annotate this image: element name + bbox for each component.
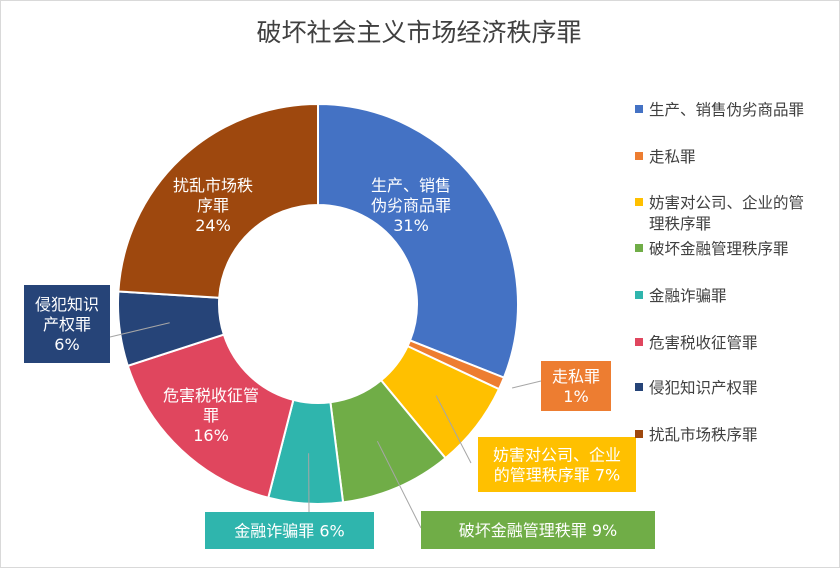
legend-swatch — [635, 383, 643, 391]
data-label-4: 破坏金融管理秩罪 9% — [459, 521, 617, 540]
legend-swatch — [635, 430, 643, 438]
data-label-5: 金融诈骗罪 6% — [234, 522, 344, 541]
legend-item-1: 生产、销售伪劣商品罪 — [635, 101, 804, 119]
legend-item-4: 破坏金融管理秩序罪 — [635, 240, 789, 258]
legend-label: 走私罪 — [649, 148, 696, 166]
legend-swatch — [635, 198, 643, 206]
legend-swatch — [635, 244, 643, 252]
legend-item-5: 金融诈骗罪 — [635, 287, 727, 305]
legend-item-6: 危害税收征管罪 — [635, 334, 758, 352]
legend-swatch — [635, 338, 643, 346]
legend-label: 生产、销售伪劣商品罪 — [649, 101, 804, 119]
legend-swatch — [635, 105, 643, 113]
legend-label: 金融诈骗罪 — [649, 287, 727, 305]
legend-item-2: 走私罪 — [635, 148, 696, 166]
legend-swatch — [635, 291, 643, 299]
legend-label: 破坏金融管理秩序罪 — [649, 240, 789, 258]
data-label-3: 妨害对公司、企业的管理秩序罪 7% — [493, 446, 621, 485]
legend-item-8: 扰乱市场秩序罪 — [635, 426, 758, 444]
legend-label: 侵犯知识产权罪 — [649, 379, 758, 397]
legend-item-7: 侵犯知识产权罪 — [635, 379, 758, 397]
legend-label: 危害税收征管罪 — [649, 334, 758, 352]
legend-label: 妨害对公司、企业的管理秩序罪 — [649, 194, 804, 233]
leader-line-2 — [512, 381, 541, 388]
legend-swatch — [635, 152, 643, 160]
chart-title: 破坏社会主义市场经济秩序罪 — [256, 18, 581, 47]
slice-1 — [318, 104, 518, 378]
legend-label: 扰乱市场秩序罪 — [649, 426, 758, 444]
legend-item-3: 妨害对公司、企业的管理秩序罪 — [635, 194, 804, 233]
legend: 生产、销售伪劣商品罪走私罪妨害对公司、企业的管理秩序罪破坏金融管理秩序罪金融诈骗… — [635, 101, 804, 444]
